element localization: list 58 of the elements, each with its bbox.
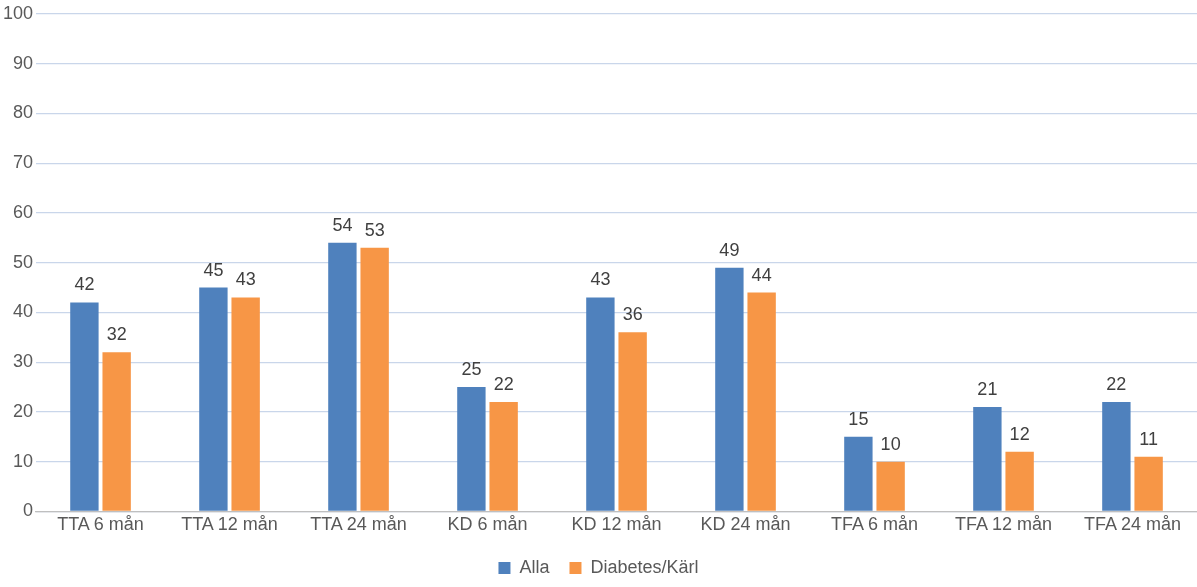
bar xyxy=(231,297,260,511)
bar xyxy=(844,436,873,511)
bar xyxy=(360,247,389,511)
x-tick-label: TTA 12 mån xyxy=(181,514,278,535)
bar xyxy=(586,297,615,511)
y-tick-label: 0 xyxy=(23,500,34,521)
bar xyxy=(715,267,744,511)
bar xyxy=(457,387,486,511)
data-label: 22 xyxy=(1106,373,1127,394)
data-label: 25 xyxy=(461,359,482,380)
data-label: 54 xyxy=(332,214,353,235)
x-tick-label: TFA 12 mån xyxy=(954,514,1053,535)
y-tick-label: 90 xyxy=(13,52,34,73)
bar xyxy=(199,287,228,511)
bar xyxy=(102,352,131,511)
x-tick-label: TTA 24 mån xyxy=(310,514,407,535)
x-tick-label: KD 6 mån xyxy=(447,514,528,535)
y-tick-label: 50 xyxy=(13,251,34,272)
bar xyxy=(973,406,1002,511)
bar xyxy=(1005,451,1034,511)
data-label: 43 xyxy=(235,269,256,290)
bar xyxy=(328,242,357,511)
y-tick-label: 20 xyxy=(13,400,34,421)
x-tick-label: TTA 6 mån xyxy=(57,514,144,535)
data-label: 43 xyxy=(590,269,611,290)
x-tick-label: KD 24 mån xyxy=(700,514,791,535)
data-label: 10 xyxy=(880,433,901,454)
y-tick-label: 10 xyxy=(13,450,34,471)
data-label: 32 xyxy=(106,324,127,345)
data-label: 36 xyxy=(622,304,643,325)
data-label: 11 xyxy=(1139,428,1158,449)
legend-label: Alla xyxy=(519,556,551,577)
bar xyxy=(70,302,99,511)
y-tick-label: 30 xyxy=(13,351,34,372)
legend-label: Diabetes/Kärl xyxy=(590,556,699,577)
data-label: 21 xyxy=(977,378,998,399)
y-tick-label: 70 xyxy=(13,152,34,173)
bar xyxy=(618,332,647,511)
x-tick-label: TFA 24 mån xyxy=(1083,514,1182,535)
data-label: 42 xyxy=(74,274,95,295)
data-label: 49 xyxy=(719,239,740,260)
data-label: 45 xyxy=(203,259,224,280)
bar xyxy=(876,461,905,511)
data-label: 15 xyxy=(848,408,869,429)
bar xyxy=(1134,456,1163,511)
bar xyxy=(1102,401,1131,511)
data-label: 53 xyxy=(364,219,385,240)
x-tick-label: KD 12 mån xyxy=(571,514,662,535)
data-label: 22 xyxy=(493,373,514,394)
bar xyxy=(747,292,776,511)
data-label: 12 xyxy=(1009,423,1030,444)
y-tick-label: 60 xyxy=(13,201,34,222)
y-tick-label: 80 xyxy=(13,102,34,123)
y-tick-label: 100 xyxy=(2,2,34,23)
x-tick-label: TFA 6 mån xyxy=(830,514,919,535)
data-label: 44 xyxy=(751,264,772,285)
y-tick-label: 40 xyxy=(13,301,34,322)
bar xyxy=(489,401,518,511)
